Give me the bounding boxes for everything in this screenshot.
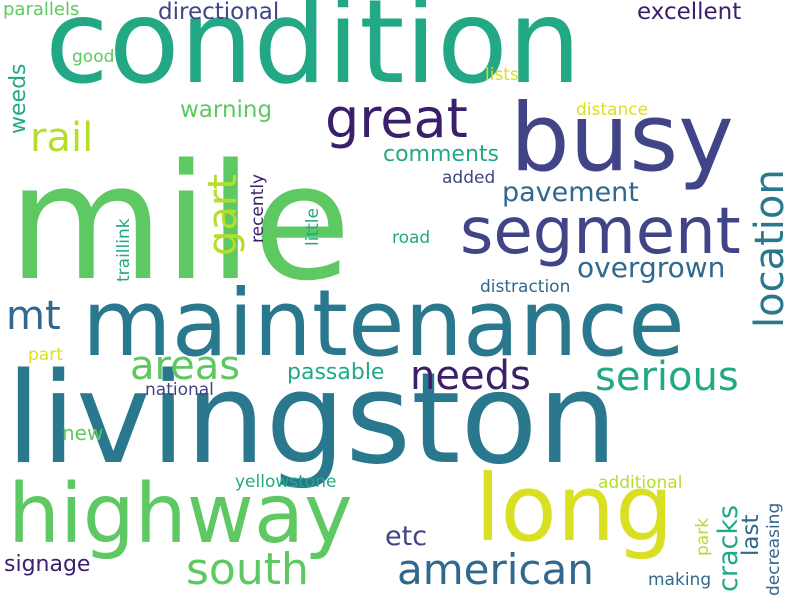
word-warning: warning [180, 97, 273, 123]
word-yellowstone: yellowstone [235, 472, 337, 492]
word-part: part [28, 345, 63, 365]
word-location: location [747, 169, 793, 328]
word-livingston: livingston [6, 345, 618, 492]
word-highway: highway [8, 467, 353, 562]
word-gart: gart [200, 173, 246, 256]
word-weeds: weeds [6, 63, 31, 135]
word-road: road [392, 228, 431, 248]
word-passable: passable [287, 360, 385, 385]
word-great: great [325, 87, 468, 150]
word-distraction: distraction [480, 277, 571, 297]
word-american: american [397, 545, 594, 594]
word-signage: signage [4, 552, 91, 577]
word-mile: mile [8, 129, 352, 316]
word-added: added [442, 168, 496, 188]
word-areas: areas [130, 343, 241, 389]
word-additional: additional [598, 473, 683, 493]
word-serious: serious [595, 354, 739, 400]
word-south: south [186, 544, 309, 595]
word-distance: distance [576, 100, 649, 120]
word-traillink: traillink [114, 218, 134, 282]
word-park: park [693, 517, 713, 556]
word-overgrown: overgrown [577, 251, 726, 284]
word-rail: rail [30, 115, 94, 161]
word-pavement: pavement [502, 177, 639, 208]
word-segment: segment [460, 195, 741, 269]
word-needs: needs [410, 353, 531, 399]
word-new: new [62, 421, 104, 445]
word-condition: condition [45, 0, 582, 110]
word-national: national [145, 380, 214, 400]
word-excellent: excellent [637, 0, 742, 25]
word-etc: etc [385, 521, 428, 552]
word-good: good [72, 47, 115, 67]
word-decreasing: decreasing [764, 502, 784, 596]
word-comments: comments [383, 142, 499, 167]
word-busy: busy [510, 84, 734, 193]
word-little: little [303, 208, 323, 246]
word-making: making [648, 570, 712, 590]
word-maintenance: maintenance [82, 270, 685, 377]
word-recently: recently [248, 173, 268, 243]
word-directional: directional [158, 0, 280, 25]
word-lists: lists [485, 65, 519, 85]
word-long: long [475, 455, 674, 562]
word-parallels: parallels [3, 0, 80, 20]
word-last: last [738, 514, 764, 557]
word-mt: mt [6, 293, 61, 339]
